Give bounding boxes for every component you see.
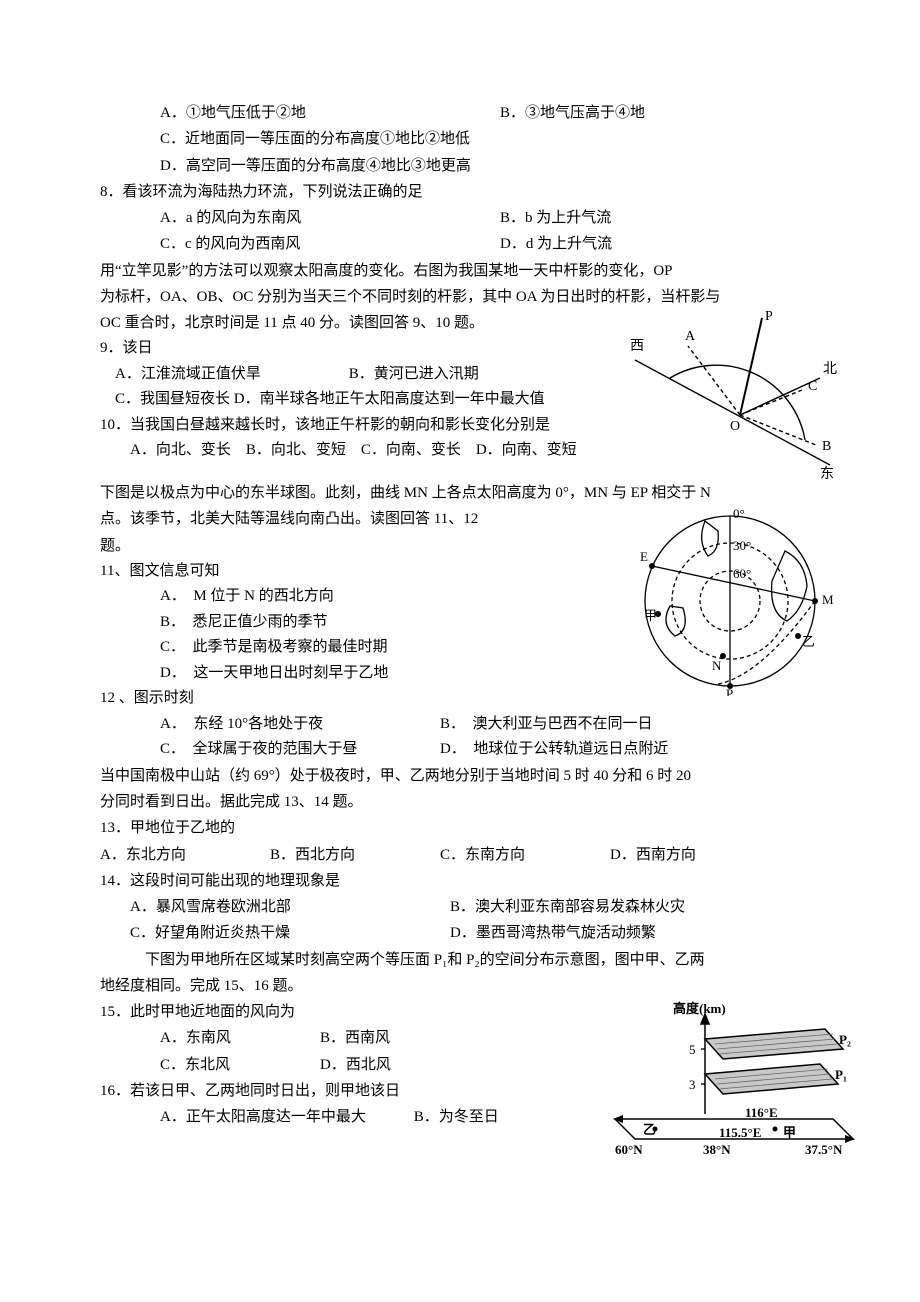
q14-opt-c: C．好望角附近炎热干燥 bbox=[130, 920, 450, 946]
label-C: C bbox=[808, 379, 817, 394]
label-jia: 甲 bbox=[644, 608, 657, 623]
q13-options: A．东北方向 B．西北方向 C．东南方向 D．西南方向 bbox=[100, 842, 840, 868]
label-60n: 60°N bbox=[615, 1142, 643, 1157]
q7-opt-d: D．高空同一等压面的分布高度④地比③地更高 bbox=[160, 153, 840, 179]
label-375n: 37.5°N bbox=[805, 1142, 843, 1157]
q8-opt-c: C．c 的风向为西南风 bbox=[160, 231, 500, 257]
q13-opt-c: C．东南方向 bbox=[440, 842, 610, 868]
q14-stem: 14．这段时间可能出现的地理现象是 bbox=[100, 868, 840, 894]
q13-opt-d: D．西南方向 bbox=[610, 842, 696, 868]
label-B: B bbox=[822, 439, 831, 454]
label-0deg: 0° bbox=[733, 506, 745, 521]
q12-opt-b: B． 澳大利亚与巴西不在同一日 bbox=[440, 712, 653, 738]
label-60deg: 60° bbox=[733, 566, 751, 581]
label-P1: P₁ bbox=[835, 1067, 847, 1082]
q8-opt-a: A．a 的风向为东南风 bbox=[160, 205, 500, 231]
q8-options: A．a 的风向为东南风 B．b 为上升气流 C．c 的风向为西南风 D．d 为上… bbox=[100, 205, 840, 258]
q10-stem: 10．当我国白昼越来越长时，该地正午杆影的朝向和影长变化分别是 bbox=[100, 413, 620, 439]
passage-15-16-l1: 下图为甲地所在区域某时刻高空两个等压面 P₁和 P₂的空间分布示意图，图中甲、乙… bbox=[100, 947, 840, 973]
passage-11-12-l1: 下图是以极点为中心的东半球图。此刻，曲线 MN 上各点太阳高度为 0°，MN 与… bbox=[100, 480, 840, 506]
label-P2: P₂ bbox=[839, 1032, 851, 1047]
label-west: 西 bbox=[630, 339, 644, 354]
label-38n: 38°N bbox=[703, 1142, 731, 1157]
figure-pressure-surfaces: 高度(km) 5 3 P₂ P₁ 116°E 115.5°E 甲 乙 60°N … bbox=[595, 999, 855, 1164]
passage-9-10-l1: 用“立竿见影”的方法可以观察太阳高度的变化。右图为我国某地一天中杆影的变化，OP bbox=[100, 258, 840, 284]
label-yi: 乙 bbox=[802, 634, 815, 649]
q13-opt-b: B．西北方向 bbox=[270, 842, 440, 868]
q8-opt-b: B．b 为上升气流 bbox=[500, 205, 840, 231]
q15-opt-b: B．西南风 bbox=[320, 1025, 390, 1051]
q15-opt-a: A．东南风 bbox=[160, 1025, 320, 1051]
label-E: E bbox=[640, 549, 648, 564]
label-P-polar: P bbox=[726, 686, 733, 696]
q8-stem: 8．看该环流为海陆热力环流，下列说法正确的足 bbox=[100, 179, 840, 205]
label-N: N bbox=[712, 658, 722, 673]
label-east: 东 bbox=[820, 466, 834, 480]
q15-opt-d: D．西北风 bbox=[320, 1052, 391, 1078]
q7-opt-c: C．近地面同一等压面的分布高度①地比②地低 bbox=[160, 126, 840, 152]
q14-opt-b: B．澳大利亚东南部容易发森林火灾 bbox=[450, 894, 685, 920]
label-jia2: 甲 bbox=[783, 1125, 796, 1140]
q14-options: A．暴风雪席卷欧洲北部 B．澳大利亚东南部容易发森林火灾 C．好望角附近炎热干燥… bbox=[100, 894, 840, 947]
label-O: O bbox=[730, 419, 740, 434]
q7-opt-b: B．③地气压高于④地 bbox=[500, 100, 840, 126]
q13-opt-a: A．东北方向 bbox=[100, 842, 270, 868]
q13-stem: 13．甲地位于乙地的 bbox=[100, 815, 840, 841]
passage-13-14-l1: 当中国南极中山站（约 69°）处于极夜时，甲、乙两地分别于当地时间 5 时 40… bbox=[100, 763, 840, 789]
q12-opt-a: A． 东经 10°各地处于夜 bbox=[160, 712, 440, 738]
q14-opt-a: A．暴风雪席卷欧洲北部 bbox=[130, 894, 450, 920]
q8-opt-d: D．d 为上升气流 bbox=[500, 231, 840, 257]
q7-opt-a: A．①地气压低于②地 bbox=[160, 100, 500, 126]
q7-options: A．①地气压低于②地 B．③地气压高于④地 C．近地面同一等压面的分布高度①地比… bbox=[100, 100, 840, 179]
label-ytitle: 高度(km) bbox=[673, 1001, 726, 1016]
q12-opt-d: D． 地球位于公转轨道远日点附近 bbox=[440, 737, 668, 763]
label-P: P bbox=[765, 310, 773, 324]
q16-opt-a: A．正午太阳高度达一年中最大 bbox=[160, 1104, 410, 1130]
passage-13-14-l2: 分同时看到日出。据此完成 13、14 题。 bbox=[100, 789, 840, 815]
figure-polar-hemisphere: 0° 30° 60° E M N P 甲 乙 bbox=[610, 506, 850, 696]
q12-opt-c: C． 全球属于夜的范围大于昼 bbox=[160, 737, 440, 763]
label-A: A bbox=[685, 329, 696, 344]
label-116e: 116°E bbox=[745, 1105, 778, 1120]
q14-opt-d: D．墨西哥湾热带气旋活动频繁 bbox=[450, 920, 656, 946]
figure-shadow-diagram: P A C B O 西 北 东 bbox=[630, 310, 840, 480]
label-1155e: 115.5°E bbox=[719, 1125, 761, 1140]
passage-15-16-l2: 地经度相同。完成 15、16 题。 bbox=[100, 973, 840, 999]
q15-opt-c: C．东北风 bbox=[160, 1052, 320, 1078]
passage-9-10-l2: 为标杆，OA、OB、OC 分别为当天三个不同时刻的杆影，其中 OA 为日出时的杆… bbox=[100, 284, 840, 310]
label-h3: 3 bbox=[689, 1077, 696, 1092]
label-h5: 5 bbox=[689, 1042, 696, 1057]
q16-opt-b: B．为冬至日 bbox=[414, 1109, 499, 1125]
q9-opt-b: B．黄河已进入汛期 bbox=[349, 366, 479, 382]
label-30deg: 30° bbox=[733, 538, 751, 553]
q9-opt-a: A．江淮流域正值伏旱 bbox=[115, 362, 345, 388]
label-north: 北 bbox=[823, 361, 837, 377]
label-M: M bbox=[822, 592, 834, 607]
